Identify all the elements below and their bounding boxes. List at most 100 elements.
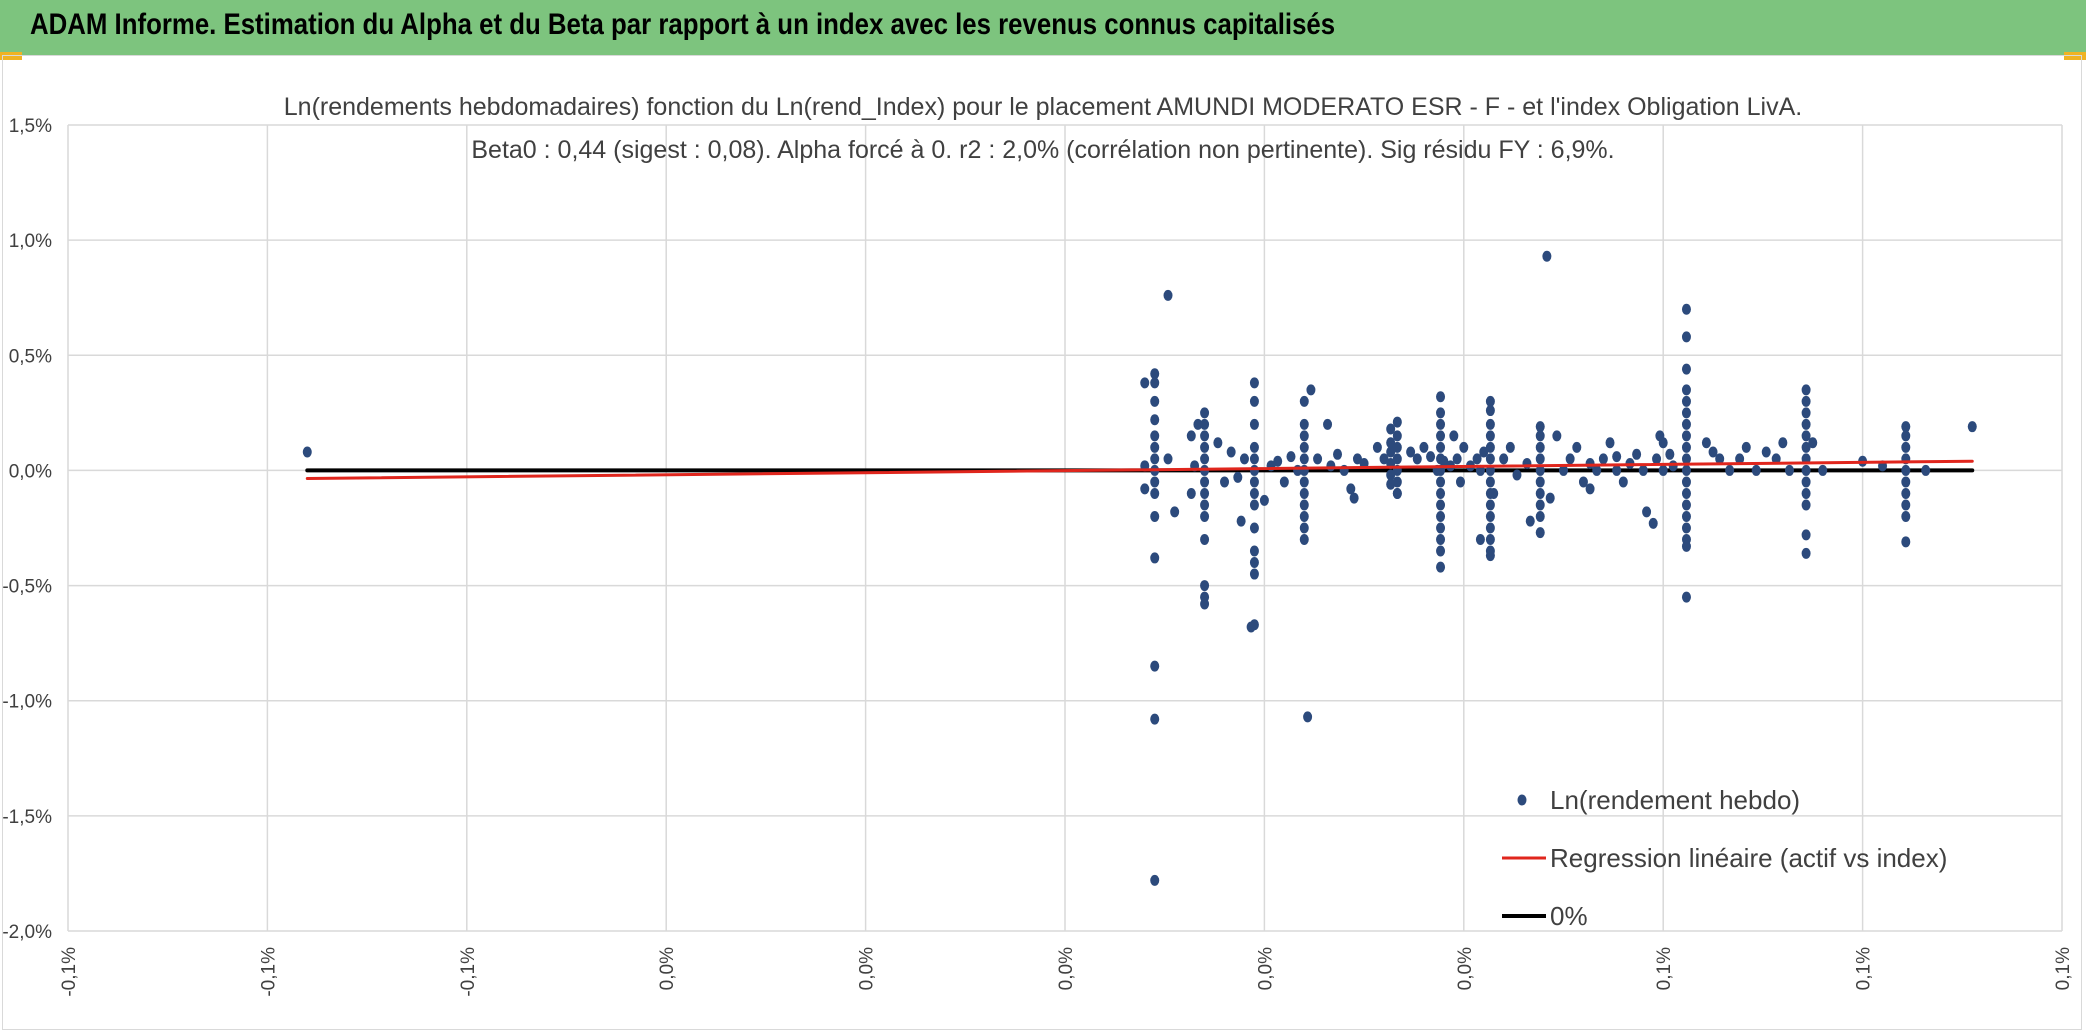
data-point: [1485, 550, 1495, 562]
data-point: [1200, 476, 1210, 488]
series-layer: [302, 250, 1977, 886]
data-point: [1801, 529, 1811, 541]
data-point: [1681, 363, 1691, 375]
data-point: [1535, 527, 1545, 539]
data-point: [1485, 405, 1495, 417]
data-point: [1436, 487, 1446, 499]
data-point: [1485, 534, 1495, 546]
chart-title-group: Ln(rendements hebdomadaires) fonction du…: [284, 93, 1802, 164]
data-point: [1681, 395, 1691, 407]
data-point: [1901, 476, 1911, 488]
data-point: [1681, 441, 1691, 453]
data-point: [1535, 430, 1545, 442]
data-point: [1140, 377, 1150, 389]
data-point: [1436, 407, 1446, 419]
data-point: [1249, 619, 1259, 631]
data-point: [1449, 430, 1459, 442]
data-point: [1681, 418, 1691, 430]
data-point: [1313, 453, 1323, 465]
data-point: [1652, 453, 1662, 465]
data-point: [1349, 492, 1359, 504]
data-point: [1249, 557, 1259, 569]
data-point: [1233, 471, 1243, 483]
data-point: [1200, 598, 1210, 610]
x-tick-label: -0,1%: [458, 947, 479, 997]
legend-zero-label: 0%: [1550, 901, 1588, 931]
data-point: [1535, 499, 1545, 511]
x-tick-label: 0,0%: [1056, 947, 1077, 990]
data-point: [1475, 534, 1485, 546]
data-point: [1436, 453, 1446, 465]
y-tick-label: -2,0%: [2, 922, 52, 943]
data-point: [1618, 476, 1628, 488]
data-point: [1392, 476, 1402, 488]
data-point: [1681, 464, 1691, 476]
data-point: [1259, 494, 1269, 506]
data-point: [1299, 418, 1309, 430]
data-point: [1801, 384, 1811, 396]
data-point: [1612, 451, 1622, 463]
data-point: [1333, 448, 1343, 460]
y-tick-label: -1,5%: [2, 807, 52, 828]
data-point: [1170, 506, 1180, 518]
data-point: [1239, 453, 1249, 465]
data-point: [1436, 534, 1446, 546]
data-point: [1150, 430, 1160, 442]
data-point: [1681, 510, 1691, 522]
data-point: [1436, 510, 1446, 522]
data-point: [1681, 407, 1691, 419]
axis-labels: 1,5% 1,0% 0,5% 0,0% -0,5% -1,0% -1,5% -2,0% -0,1…: [2, 116, 2074, 997]
data-point: [1249, 487, 1259, 499]
data-point: [1303, 711, 1313, 723]
data-point: [1535, 464, 1545, 476]
x-tick-label: 0,0%: [857, 947, 878, 990]
data-point: [1485, 499, 1495, 511]
chart-subtitle: Beta0 : 0,44 (sigest : 0,08). Alpha forc…: [471, 136, 1614, 164]
data-point: [1901, 499, 1911, 511]
data-point: [1598, 453, 1608, 465]
data-point: [1801, 407, 1811, 419]
data-point: [1535, 476, 1545, 488]
data-point: [1638, 464, 1648, 476]
data-point: [1535, 510, 1545, 522]
data-point: [1784, 464, 1794, 476]
data-point: [1535, 441, 1545, 453]
data-point: [1150, 476, 1160, 488]
data-point: [1392, 441, 1402, 453]
data-point: [1901, 421, 1911, 433]
data-point: [1273, 455, 1283, 467]
y-tick-label: 1,5%: [9, 116, 52, 137]
corner-marker-right: [2064, 52, 2086, 60]
data-point: [1279, 476, 1289, 488]
data-point: [1150, 487, 1160, 499]
data-point: [1200, 430, 1210, 442]
data-point: [1249, 418, 1259, 430]
data-point: [1200, 510, 1210, 522]
data-point: [1552, 430, 1562, 442]
x-tick-label: 0,0%: [1455, 947, 1476, 990]
data-point: [1778, 437, 1788, 449]
regression-line: [305, 459, 1974, 480]
data-point: [1326, 460, 1336, 472]
data-point: [1485, 395, 1495, 407]
data-point: [1485, 476, 1495, 488]
data-point: [1701, 437, 1711, 449]
data-point: [1436, 522, 1446, 534]
legend-regression-label: Regression linéaire (actif vs index): [1550, 843, 1947, 873]
data-point: [1901, 510, 1911, 522]
data-point: [1642, 506, 1652, 518]
data-point: [1901, 430, 1911, 442]
data-point: [1286, 451, 1296, 463]
data-point: [1249, 568, 1259, 580]
data-point: [1323, 418, 1333, 430]
data-point: [1249, 545, 1259, 557]
data-point: [1535, 421, 1545, 433]
data-point: [1200, 487, 1210, 499]
y-tick-label: 1,0%: [9, 231, 52, 252]
data-point: [1306, 384, 1316, 396]
data-point: [1299, 487, 1309, 499]
data-point: [1658, 437, 1668, 449]
data-point: [1150, 453, 1160, 465]
data-point: [1741, 441, 1751, 453]
data-point: [1751, 464, 1761, 476]
